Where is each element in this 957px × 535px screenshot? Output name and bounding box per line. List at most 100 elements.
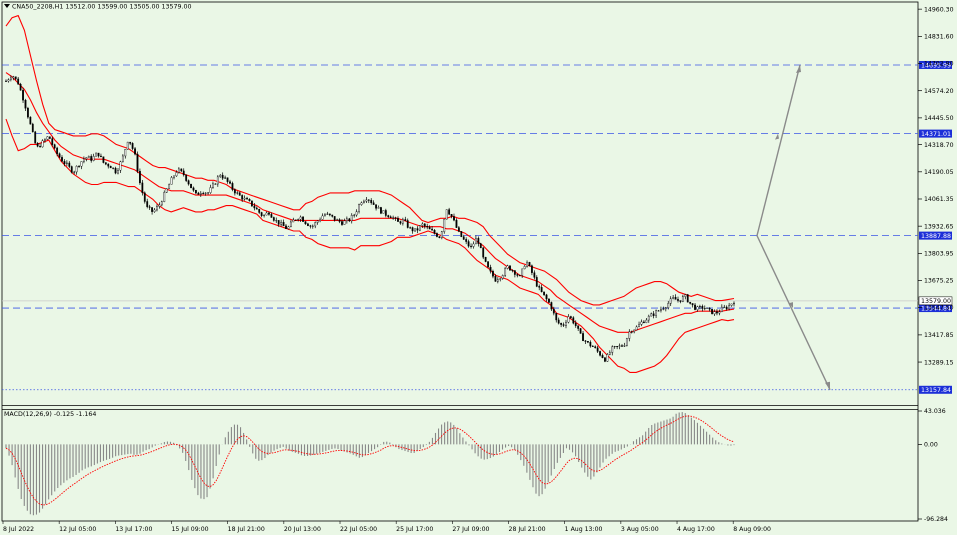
candle-body [107, 163, 110, 167]
candle-body [416, 228, 419, 231]
current-price-box [918, 296, 953, 306]
candle-body [163, 192, 166, 202]
candle-body [224, 177, 227, 179]
candle-body [674, 297, 677, 300]
candle-body [75, 165, 78, 173]
candle-body [63, 161, 66, 164]
candle-body [433, 230, 436, 234]
candle-body [406, 220, 409, 228]
candle-body [696, 306, 699, 310]
candle-body [209, 187, 212, 193]
candle-body [58, 153, 61, 158]
candle-body [404, 219, 407, 221]
candle-body [126, 141, 129, 150]
candle-body [31, 123, 34, 133]
candle-body [591, 345, 594, 347]
candle-body [623, 345, 626, 347]
candle-body [226, 177, 229, 182]
candle-body [419, 225, 421, 231]
candle-body [504, 268, 507, 276]
candle-body [212, 183, 214, 188]
candle-body [477, 238, 480, 244]
candle-body [382, 210, 385, 214]
candle-body [630, 331, 633, 333]
candle-body [567, 316, 570, 323]
candle-body [156, 206, 158, 211]
candle-body [557, 319, 560, 324]
candle-body [399, 221, 402, 224]
candle-body [728, 305, 731, 310]
candle-body [61, 157, 63, 162]
time-tick-label: 25 Jul 17:00 [396, 526, 433, 533]
candle-body [65, 162, 68, 164]
candle-body [17, 78, 20, 85]
candle-body [387, 215, 390, 218]
candle-body [584, 340, 587, 342]
candle-body [691, 303, 694, 306]
candle-body [531, 265, 533, 273]
candle-body [51, 138, 54, 145]
candle-body [372, 202, 375, 205]
candle-body [706, 307, 709, 309]
candle-body [299, 216, 302, 220]
candle-body [14, 76, 17, 80]
price-tick-label: 14190.05 [924, 169, 954, 176]
candle-body [68, 162, 71, 167]
bollinger-bands [5, 14, 735, 373]
candle-body [173, 175, 175, 178]
candle-body [302, 216, 304, 222]
level-label-box [919, 385, 952, 394]
chart-menu-triangle-icon[interactable] [4, 4, 10, 8]
candle-body [711, 309, 713, 315]
candle-body [647, 315, 650, 321]
candle-body [613, 346, 616, 348]
candle-body [467, 241, 470, 247]
candle-body [151, 207, 153, 212]
candle-body [56, 147, 59, 154]
candle-body [550, 302, 553, 310]
candle-body [297, 219, 300, 221]
candle-body [496, 279, 499, 282]
candle-body [431, 228, 433, 231]
candle-body [263, 214, 265, 216]
candle-body [394, 217, 397, 219]
candle-body [487, 261, 489, 268]
candle-body [457, 227, 460, 232]
candle-body [677, 299, 679, 301]
candle-body [321, 215, 324, 220]
time-tick-label: 4 Aug 17:00 [677, 526, 715, 533]
level-label: 13887.88 [921, 233, 951, 240]
candle-body [199, 193, 202, 195]
candle-body [516, 274, 519, 276]
candle-body [78, 165, 80, 167]
projection-up-line [756, 64, 801, 236]
candle-body [409, 227, 412, 229]
price-tick-label: 14318.70 [924, 142, 954, 149]
candle-body [22, 90, 24, 101]
macd-title: MACD(12,26,9) -0.125 -1.164 [4, 411, 96, 418]
candle-body [177, 168, 180, 173]
candle-body [197, 192, 200, 195]
candle-body [260, 212, 263, 216]
candle-body [509, 265, 511, 271]
candle-body [535, 277, 538, 287]
candle-body [214, 183, 217, 185]
candle-body [703, 308, 706, 310]
candle-body [146, 201, 149, 207]
bollinger-middle-line [5, 72, 735, 333]
candle-body [657, 310, 660, 312]
candle-body [275, 220, 278, 222]
candle-body [521, 268, 524, 276]
price-tick-label: 13675.25 [924, 278, 954, 285]
candle-body [681, 296, 684, 302]
candle-body [587, 341, 589, 343]
candle-body [92, 156, 95, 161]
candle-body [219, 174, 222, 178]
candle-body [660, 308, 662, 311]
candle-body [46, 136, 49, 140]
candle-body [316, 220, 319, 223]
candle-body [694, 304, 696, 310]
candle-body [730, 303, 733, 306]
macd-tick-label: -96.284 [924, 516, 948, 523]
